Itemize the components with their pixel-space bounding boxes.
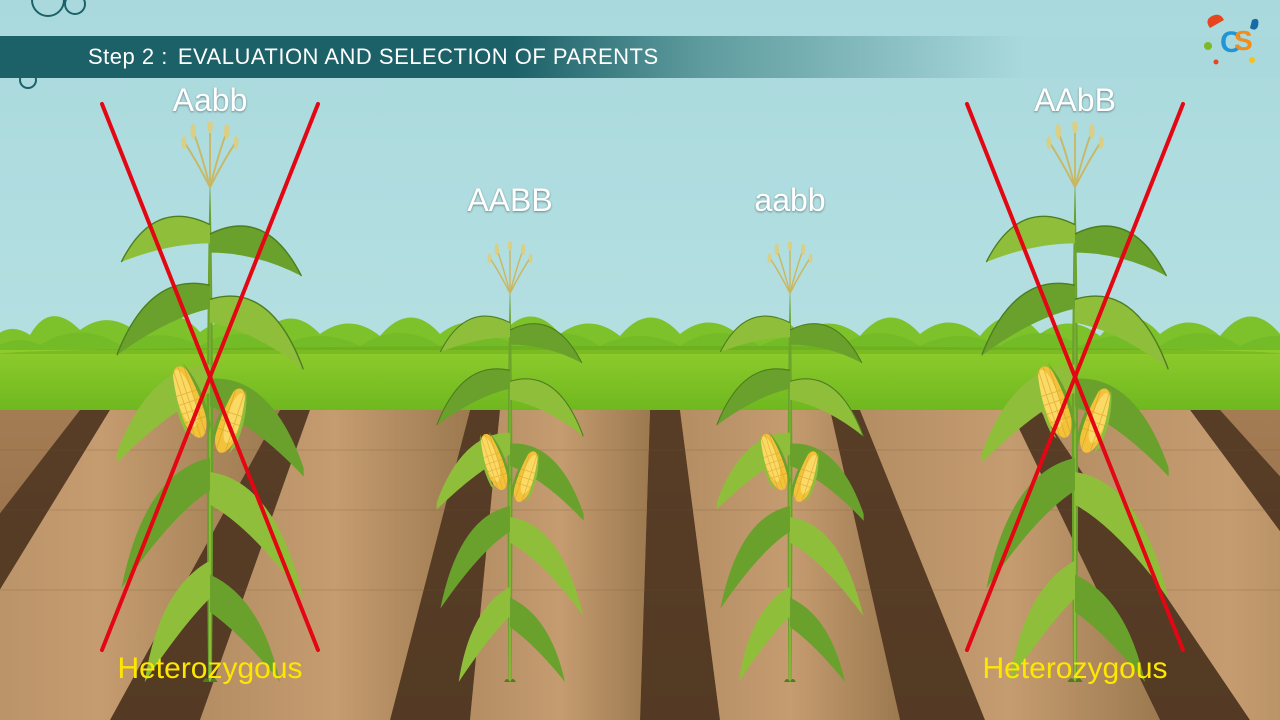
footer-label: Heterozygous: [982, 652, 1167, 686]
plant-4: AAbBHeterozygous: [945, 82, 1205, 682]
plant-3: aabb: [660, 182, 920, 682]
plant-2: AABB: [380, 182, 640, 682]
corn-plant-icon: [717, 242, 864, 682]
genotype-label: AABB: [380, 182, 640, 219]
corn-plant-icon: [982, 122, 1169, 682]
genotype-label: aabb: [660, 182, 920, 219]
corn-plant-icon: [117, 122, 304, 682]
genotype-label: Aabb: [80, 82, 340, 119]
scene: Step 2 : EVALUATION AND SELECTION OF PAR…: [0, 0, 1280, 720]
plants-layer: AabbHeterozygousAABBaabbAAbBHeterozygous: [0, 0, 1280, 720]
genotype-label: AAbB: [945, 82, 1205, 119]
plant-1: AabbHeterozygous: [80, 82, 340, 682]
corn-plant-icon: [437, 242, 584, 682]
footer-label: Heterozygous: [117, 652, 302, 686]
